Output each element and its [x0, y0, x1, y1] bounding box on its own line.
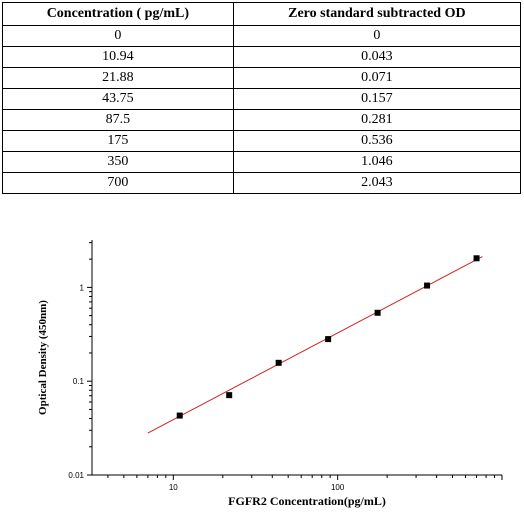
cell-concentration: 21.88 [2, 67, 234, 89]
header-concentration: Concentration ( pg/mL) [2, 2, 234, 26]
table-row: 175 0.536 [2, 130, 522, 152]
cell-concentration: 175 [2, 130, 234, 152]
header-od: Zero standard subtracted OD [232, 2, 522, 26]
cell-od: 0.281 [232, 109, 522, 131]
cell-od: 0 [232, 25, 522, 47]
data-point [424, 282, 431, 289]
table-row: 87.5 0.281 [2, 109, 522, 131]
data-point [473, 255, 480, 262]
table-row: 700 2.043 [2, 172, 522, 194]
data-points [176, 255, 480, 419]
cell-od: 0.536 [232, 130, 522, 152]
cell-od: 0.043 [232, 46, 522, 68]
cell-concentration: 43.75 [2, 88, 234, 110]
standard-curve-table: Concentration ( pg/mL) Zero standard sub… [2, 2, 522, 194]
table-row: 350 1.046 [2, 151, 522, 173]
cell-concentration: 700 [2, 172, 234, 194]
cell-od: 0.157 [232, 88, 522, 110]
cell-od: 1.046 [232, 151, 522, 173]
fit-line [147, 256, 483, 434]
data-point [226, 392, 233, 399]
x-tick-label: 10 [169, 483, 178, 492]
x-tick-label: 100 [331, 483, 345, 492]
standard-curve-chart: 10 100 0.01 0.1 1 FGFR2 Concentration(pg/mL)… [37, 240, 503, 508]
cell-concentration: 350 [2, 151, 234, 173]
cell-od: 0.071 [232, 67, 522, 89]
table-row: 10.94 0.043 [2, 46, 522, 68]
cell-concentration: 10.94 [2, 46, 234, 68]
data-point [275, 359, 282, 366]
cell-concentration: 0 [2, 25, 234, 47]
y-tick-label: 1 [80, 283, 85, 292]
cell-concentration: 87.5 [2, 109, 234, 131]
table-row: 43.75 0.157 [2, 88, 522, 110]
y-tick-label: 0.1 [73, 377, 85, 386]
data-point [176, 412, 183, 419]
y-tick-label: 0.01 [68, 471, 84, 480]
chart-axes: 10 100 0.01 0.1 1 [68, 240, 503, 492]
data-point [325, 336, 332, 343]
y-axis-title: Optical Density (450nm) [37, 300, 49, 415]
table-row: 21.88 0.071 [2, 67, 522, 89]
x-axis-title: FGFR2 Concentration(pg/mL) [228, 494, 386, 508]
data-point [374, 309, 381, 316]
cell-od: 2.043 [232, 172, 522, 194]
table-header-row: Concentration ( pg/mL) Zero standard sub… [2, 2, 522, 26]
